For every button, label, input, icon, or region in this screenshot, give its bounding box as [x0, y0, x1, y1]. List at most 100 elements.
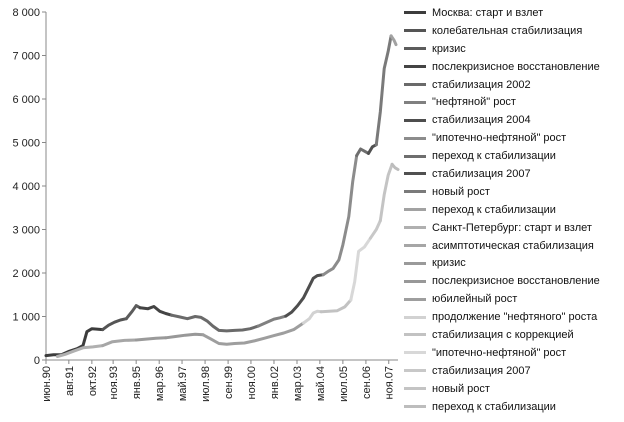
x-tick-label: июл.05	[338, 366, 350, 402]
legend-label: кризис	[432, 257, 466, 270]
y-tick-label: 7 000	[12, 51, 40, 63]
x-tick-label: окт.92	[87, 366, 99, 396]
legend-swatch	[404, 172, 426, 176]
x-tick-label: сен.06	[361, 366, 373, 399]
legend-swatch	[404, 208, 426, 212]
legend-item: послекризисное восстановление	[404, 58, 622, 76]
x-tick-label: июл.98	[200, 366, 212, 402]
legend-swatch	[404, 244, 426, 248]
legend-label: переход к стабилизации	[432, 400, 556, 413]
legend-swatch	[404, 47, 426, 51]
x-tick-label: май.97	[177, 366, 189, 401]
legend-item: переход к стабилизации	[404, 147, 622, 165]
legend-item: "нефтяной" рост	[404, 93, 622, 111]
plot-area	[44, 34, 400, 358]
legend-swatch	[404, 154, 426, 158]
legend-label: асимптотическая стабилизация	[432, 239, 594, 252]
legend-swatch	[404, 369, 426, 373]
legend-swatch	[404, 387, 426, 391]
y-tick-label: 4 000	[12, 181, 40, 193]
legend-swatch	[404, 261, 426, 265]
series-line-21	[378, 162, 394, 223]
x-tick-label: ноя.93	[108, 366, 120, 399]
legend-item: колебательная стабилизация	[404, 22, 622, 40]
series-line-13	[101, 338, 138, 348]
series-line-1	[101, 317, 128, 332]
legend-swatch	[404, 118, 426, 122]
legend-item: стабилизация 2004	[404, 111, 622, 129]
series-line-7	[321, 154, 359, 277]
series-line-15	[164, 332, 205, 340]
legend-label: продолжение "нефтяного" роста	[432, 311, 598, 324]
x-tick-label: ноя.07	[384, 366, 396, 399]
y-tick-label: 3 000	[12, 225, 40, 237]
y-tick-label: 8 000	[12, 7, 40, 19]
series-line-14	[134, 336, 168, 342]
legend-label: новый рост	[432, 185, 490, 198]
legend-swatch	[404, 190, 426, 194]
legend-swatch	[404, 100, 426, 104]
x-tick-label: ноя.00	[246, 366, 258, 399]
legend-item: Санкт-Петербург: старт и взлет	[404, 219, 622, 237]
x-tick-label: сен.99	[223, 366, 235, 399]
series-line-10	[374, 34, 393, 147]
legend-item: стабилизация 2007	[404, 165, 622, 183]
legend-item: стабилизация 2002	[404, 76, 622, 94]
legend-label: Санкт-Петербург: старт и взлет	[432, 221, 592, 234]
x-tick-label: авг.91	[64, 366, 76, 396]
legend-item: переход к стабилизации	[404, 201, 622, 219]
x-tick-label: янв.02	[269, 366, 281, 399]
x-tick-label: мар.03	[292, 366, 304, 401]
x-axis: июн.90 авг.91 окт.92 ноя.93 янв.95 мар.96 май.…	[41, 359, 398, 402]
x-tick-label: мар.96	[154, 366, 166, 401]
series-line-20	[368, 219, 382, 240]
legend-item: Москва: старт и взлет	[404, 4, 622, 22]
legend-label: стабилизация 2002	[432, 78, 531, 91]
y-axis: 0 1 000 2 000 3 000 4 000 5 000 6 000 7 000 8 00…	[12, 7, 47, 367]
legend-item: послекризисное восстановление	[404, 272, 622, 290]
series-line-8	[355, 147, 370, 157]
legend-item: "ипотечно-нефтяной" рост	[404, 344, 622, 362]
series-line-0	[44, 327, 105, 358]
series-line-16	[201, 321, 305, 346]
legend-label: послекризисное восстановление	[432, 275, 600, 288]
legend-label: Москва: старт и взлет	[432, 6, 544, 19]
series-line-18	[319, 298, 353, 314]
x-tick-label: янв.95	[131, 366, 143, 399]
legend-swatch	[404, 11, 426, 15]
legend-item: стабилизация 2007	[404, 362, 622, 380]
legend-item: асимптотическая стабилизация	[404, 237, 622, 255]
legend-swatch	[404, 315, 426, 319]
legend-item: кризис	[404, 40, 622, 58]
legend-item: "ипотечно-нефтяной" рост	[404, 129, 622, 147]
legend-item: новый рост	[404, 380, 622, 398]
legend-item: переход к стабилизации	[404, 398, 622, 416]
legend-swatch	[404, 65, 426, 69]
series-line-19	[349, 236, 372, 302]
legend-swatch	[404, 405, 426, 409]
x-tick-label: июн.90	[41, 366, 53, 402]
legend-label: "нефтяной" рост	[432, 96, 516, 109]
legend-swatch	[404, 297, 426, 301]
legend-swatch	[404, 29, 426, 33]
legend-swatch	[404, 333, 426, 337]
series-line-3	[138, 305, 174, 317]
series-line-5	[256, 314, 288, 328]
legend-item: продолжение "нефтяного" роста	[404, 308, 622, 326]
series-line-12	[55, 344, 105, 358]
series-line-2	[124, 304, 142, 321]
legend-item: стабилизация с коррекцией	[404, 326, 622, 344]
legend-label: послекризисное восстановление	[432, 60, 600, 73]
legend-label: стабилизация 2007	[432, 167, 531, 180]
legend-swatch	[404, 83, 426, 86]
y-tick-label: 1 000	[12, 312, 40, 324]
y-tick-label: 2 000	[12, 268, 40, 280]
y-tick-label: 0	[34, 355, 40, 367]
legend-label: переход к стабилизации	[432, 150, 556, 163]
legend-swatch	[404, 226, 426, 230]
series-line-9	[367, 143, 378, 155]
legend-item: кризис	[404, 254, 622, 272]
legend-item: новый рост	[404, 183, 622, 201]
series-line-22	[390, 162, 400, 171]
